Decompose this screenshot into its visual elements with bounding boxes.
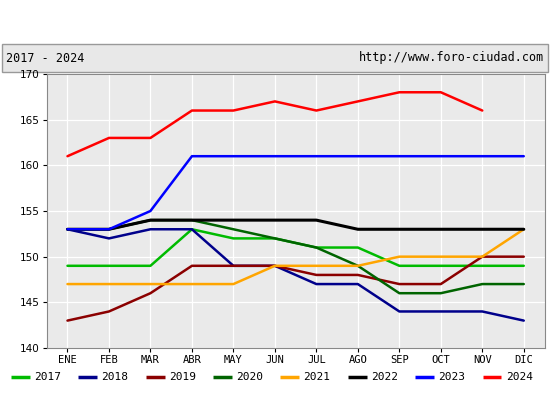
Text: Evolucion num de emigrantes en Montefrío: Evolucion num de emigrantes en Montefrío xyxy=(109,13,441,29)
Text: 2017 - 2024: 2017 - 2024 xyxy=(6,52,84,64)
Text: 2018: 2018 xyxy=(101,372,129,382)
FancyBboxPatch shape xyxy=(2,44,548,72)
Text: 2019: 2019 xyxy=(169,372,196,382)
Text: 2020: 2020 xyxy=(236,372,263,382)
Text: 2022: 2022 xyxy=(371,372,398,382)
Text: 2023: 2023 xyxy=(438,372,465,382)
Text: 2017: 2017 xyxy=(34,372,61,382)
Text: 2024: 2024 xyxy=(505,372,533,382)
Text: 2021: 2021 xyxy=(304,372,331,382)
Text: http://www.foro-ciudad.com: http://www.foro-ciudad.com xyxy=(359,52,544,64)
